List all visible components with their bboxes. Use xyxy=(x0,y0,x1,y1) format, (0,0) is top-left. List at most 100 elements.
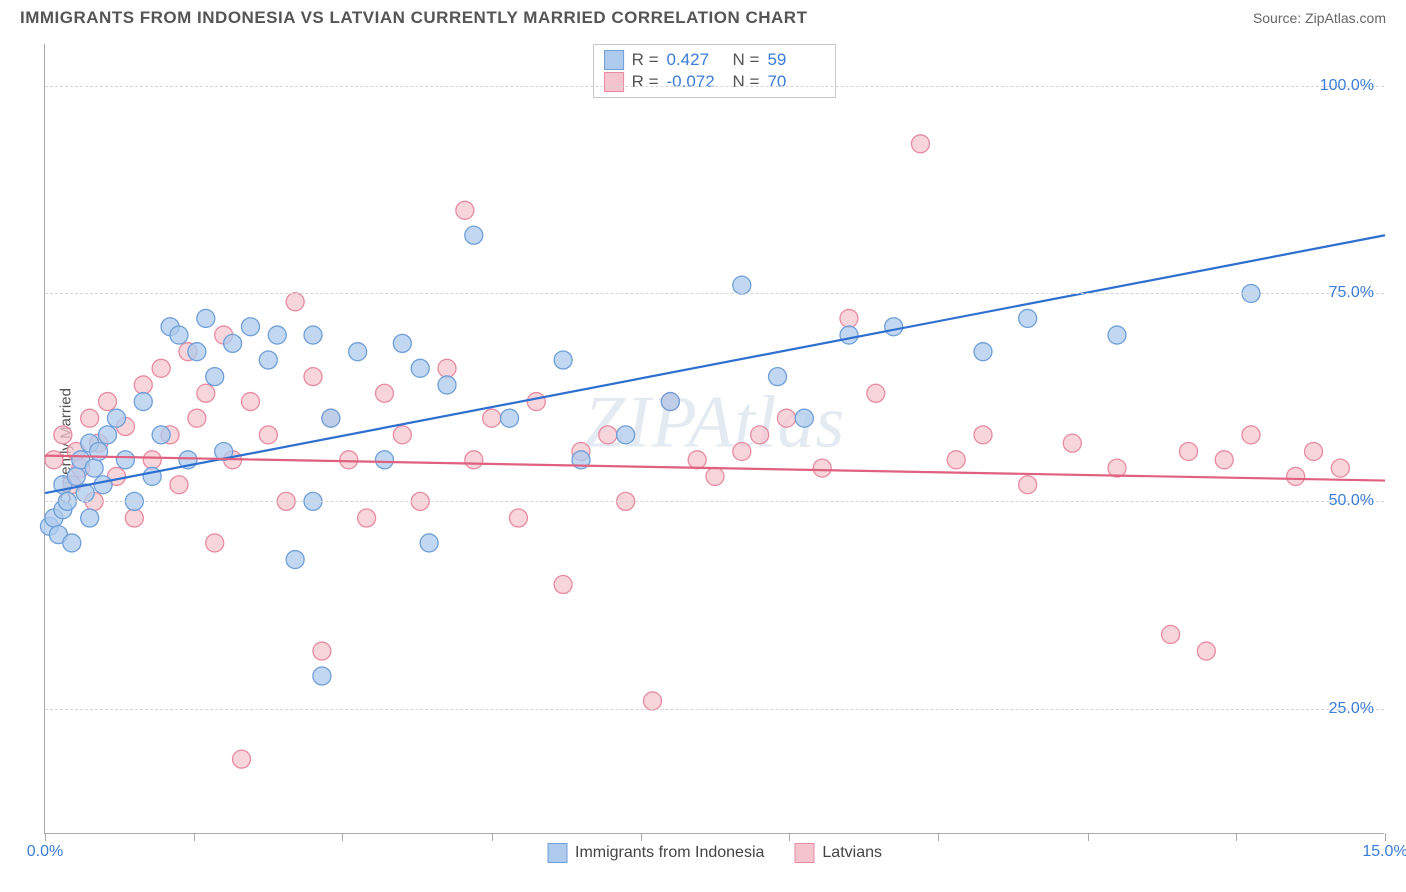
x-tick xyxy=(492,833,493,841)
legend-bottom-label-1: Immigrants from Indonesia xyxy=(575,844,764,862)
data-point xyxy=(81,409,99,427)
x-tick xyxy=(1088,833,1089,841)
x-tick xyxy=(1236,833,1237,841)
data-point xyxy=(554,576,572,594)
data-point xyxy=(947,451,965,469)
data-point xyxy=(241,393,259,411)
data-point xyxy=(438,376,456,394)
data-point xyxy=(45,451,63,469)
data-point xyxy=(661,393,679,411)
data-point xyxy=(241,318,259,336)
data-point xyxy=(197,384,215,402)
data-point xyxy=(170,476,188,494)
data-point xyxy=(974,343,992,361)
data-point xyxy=(224,334,242,352)
data-point xyxy=(813,459,831,477)
x-tick-label-left: 0.0% xyxy=(27,843,63,861)
legend-item-2: Latvians xyxy=(794,843,882,863)
data-point xyxy=(81,509,99,527)
gridline xyxy=(45,86,1384,87)
data-point xyxy=(99,393,117,411)
data-point xyxy=(769,368,787,386)
data-point xyxy=(840,309,858,327)
x-tick-label-right: 15.0% xyxy=(1362,843,1406,861)
data-point xyxy=(1108,326,1126,344)
gridline xyxy=(45,501,1384,502)
data-point xyxy=(840,326,858,344)
legend-bottom-label-2: Latvians xyxy=(822,844,882,862)
legend-row-series-2: R = -0.072 N = 70 xyxy=(604,71,826,93)
data-point xyxy=(1063,434,1081,452)
data-point xyxy=(206,534,224,552)
y-tick-label: 100.0% xyxy=(1320,77,1374,95)
data-point xyxy=(67,467,85,485)
data-point xyxy=(313,667,331,685)
data-point xyxy=(777,409,795,427)
data-point xyxy=(617,426,635,444)
gridline xyxy=(45,709,1384,710)
data-point xyxy=(706,467,724,485)
data-point xyxy=(465,226,483,244)
chart-source: Source: ZipAtlas.com xyxy=(1253,10,1386,26)
data-point xyxy=(349,343,367,361)
legend-n-value-1: 59 xyxy=(767,50,825,70)
data-point xyxy=(393,334,411,352)
data-point xyxy=(188,343,206,361)
data-point xyxy=(1305,442,1323,460)
data-point xyxy=(643,692,661,710)
legend-r-value-1: 0.427 xyxy=(667,50,725,70)
data-point xyxy=(1179,442,1197,460)
data-point xyxy=(143,451,161,469)
data-point xyxy=(170,326,188,344)
data-point xyxy=(733,276,751,294)
data-point xyxy=(1215,451,1233,469)
data-point xyxy=(393,426,411,444)
data-point xyxy=(1162,625,1180,643)
legend-item-1: Immigrants from Indonesia xyxy=(547,843,764,863)
legend-bottom-swatch-2 xyxy=(794,843,814,863)
data-point xyxy=(134,393,152,411)
legend-r-value-2: -0.072 xyxy=(667,72,725,92)
data-point xyxy=(304,326,322,344)
data-point xyxy=(94,476,112,494)
data-point xyxy=(322,409,340,427)
legend-series: Immigrants from Indonesia Latvians xyxy=(547,843,882,863)
y-tick-label: 25.0% xyxy=(1329,700,1374,718)
data-point xyxy=(206,368,224,386)
data-point xyxy=(1197,642,1215,660)
data-point xyxy=(733,442,751,460)
data-point xyxy=(1019,476,1037,494)
data-point xyxy=(509,509,527,527)
data-point xyxy=(1019,309,1037,327)
data-point xyxy=(911,135,929,153)
data-point xyxy=(233,750,251,768)
data-point xyxy=(456,201,474,219)
data-point xyxy=(688,451,706,469)
data-point xyxy=(375,384,393,402)
data-point xyxy=(1242,426,1260,444)
x-tick xyxy=(789,833,790,841)
legend-r-label-1: R = xyxy=(632,50,659,70)
scatter-svg xyxy=(45,44,1384,833)
data-point xyxy=(107,409,125,427)
legend-swatch-2 xyxy=(604,72,624,92)
data-point xyxy=(795,409,813,427)
data-point xyxy=(867,384,885,402)
data-point xyxy=(411,359,429,377)
data-point xyxy=(116,451,134,469)
chart-title: IMMIGRANTS FROM INDONESIA VS LATVIAN CUR… xyxy=(20,8,807,28)
data-point xyxy=(85,459,103,477)
data-point xyxy=(197,309,215,327)
data-point xyxy=(304,368,322,386)
y-tick-label: 50.0% xyxy=(1329,492,1374,510)
data-point xyxy=(63,534,81,552)
x-tick xyxy=(938,833,939,841)
legend-r-label-2: R = xyxy=(632,72,659,92)
x-tick xyxy=(194,833,195,841)
x-tick xyxy=(641,833,642,841)
data-point xyxy=(438,359,456,377)
data-point xyxy=(527,393,545,411)
data-point xyxy=(99,426,117,444)
legend-bottom-swatch-1 xyxy=(547,843,567,863)
data-point xyxy=(286,293,304,311)
